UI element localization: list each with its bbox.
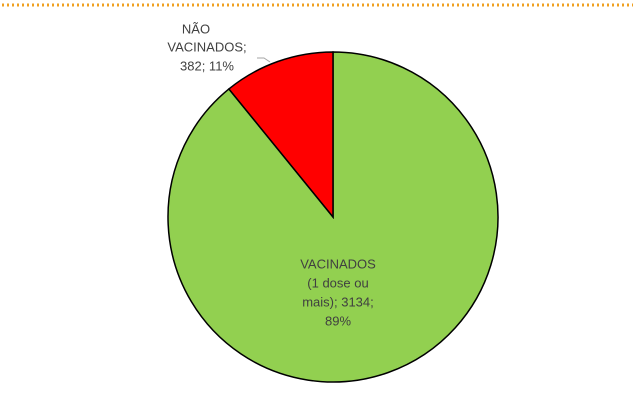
- data-label: (1 dose ou: [307, 275, 368, 290]
- leader-line: [257, 57, 271, 63]
- pie-slice: [227, 51, 334, 220]
- data-label: VACINADOS: [300, 256, 376, 271]
- data-label: 382; 11%: [180, 58, 234, 73]
- data-label: VACINADOS;: [167, 39, 246, 54]
- data-label: mais); 3134;: [302, 294, 374, 309]
- data-label: NÃO: [182, 21, 210, 36]
- data-label: 89%: [325, 313, 351, 328]
